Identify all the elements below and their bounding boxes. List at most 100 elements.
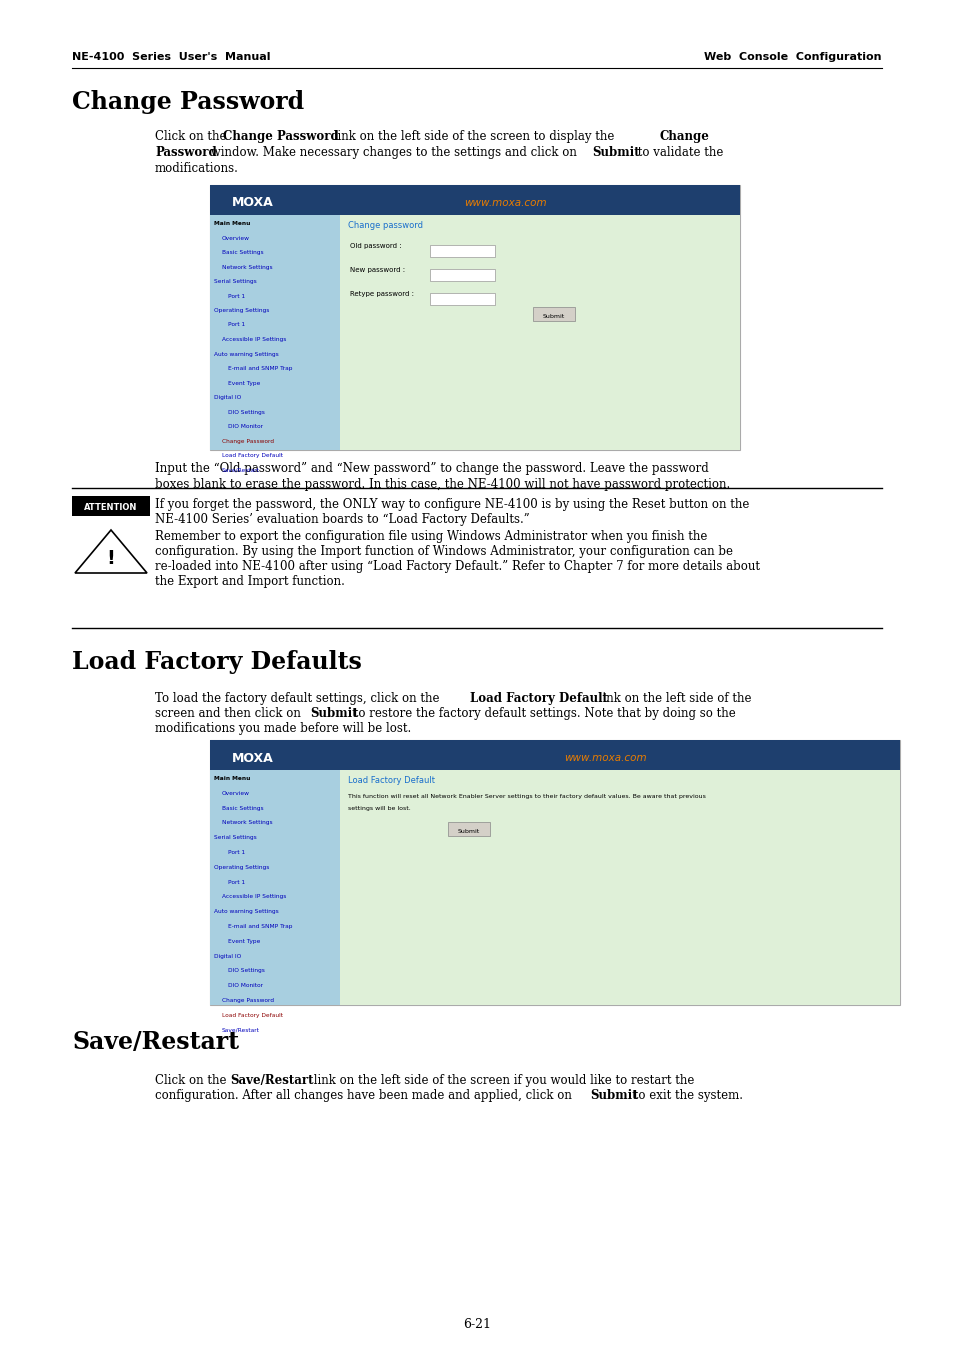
Bar (210, 185, 740, 450)
Bar (339, 770, 899, 1005)
Text: Change password: Change password (348, 222, 422, 230)
Text: re-loaded into NE-4100 after using “Load Factory Default.” Refer to Chapter 7 fo: re-loaded into NE-4100 after using “Load… (154, 561, 760, 573)
Text: NE-4100  Series  User's  Manual: NE-4100 Series User's Manual (71, 51, 271, 62)
Polygon shape (75, 530, 147, 573)
Bar (210, 740, 899, 770)
Text: If you forget the password, the ONLY way to configure NE-4100 is by using the Re: If you forget the password, the ONLY way… (154, 499, 749, 511)
Text: Main Menu: Main Menu (213, 775, 250, 781)
Text: MOXA: MOXA (232, 196, 274, 209)
Text: Submit: Submit (542, 313, 564, 319)
Text: Click on the: Click on the (154, 130, 230, 143)
Text: configuration. By using the Import function of Windows Administrator, your confi: configuration. By using the Import funct… (154, 544, 732, 558)
Bar (210, 770, 339, 1005)
Text: Load Factory Defaults: Load Factory Defaults (71, 650, 361, 674)
Text: E-mail and SNMP Trap: E-mail and SNMP Trap (228, 366, 293, 372)
Text: Change Password: Change Password (223, 130, 338, 143)
Text: Operating Settings: Operating Settings (213, 308, 269, 313)
Text: Load Factory Default: Load Factory Default (222, 1013, 283, 1017)
Text: window. Make necessary changes to the settings and click on: window. Make necessary changes to the se… (207, 146, 580, 159)
Text: Port 1: Port 1 (228, 323, 245, 327)
Text: Password: Password (154, 146, 216, 159)
Text: NE-4100 Series’ evaluation boards to “Load Factory Defaults.”: NE-4100 Series’ evaluation boards to “Lo… (154, 513, 529, 526)
Text: Basic Settings: Basic Settings (222, 250, 263, 255)
Text: ATTENTION: ATTENTION (84, 504, 137, 512)
Bar (430, 245, 495, 257)
Text: Event Type: Event Type (228, 381, 260, 385)
Text: Submit: Submit (310, 707, 357, 720)
Text: Retype password :: Retype password : (350, 290, 414, 297)
Text: Event Type: Event Type (228, 939, 260, 944)
Text: DIO Settings: DIO Settings (228, 409, 265, 415)
Text: E-mail and SNMP Trap: E-mail and SNMP Trap (228, 924, 293, 929)
Text: www.moxa.com: www.moxa.com (463, 199, 546, 208)
Text: Overview: Overview (222, 790, 250, 796)
Text: Save/Restart: Save/Restart (230, 1074, 314, 1088)
Text: link on the left side of the screen if you would like to restart the: link on the left side of the screen if y… (310, 1074, 694, 1088)
Text: 6-21: 6-21 (462, 1319, 491, 1331)
Text: to restore the factory default settings. Note that by doing so the: to restore the factory default settings.… (350, 707, 735, 720)
Text: MOXA: MOXA (232, 751, 274, 765)
Text: the Export and Import function.: the Export and Import function. (154, 576, 345, 588)
Text: Web  Console  Configuration: Web Console Configuration (703, 51, 882, 62)
Text: Change: Change (659, 130, 709, 143)
Bar (339, 215, 740, 450)
Text: Remember to export the configuration file using Windows Administrator when you f: Remember to export the configuration fil… (154, 530, 706, 543)
Bar (430, 269, 495, 281)
Text: Change Password: Change Password (71, 91, 304, 113)
Text: Click on the: Click on the (154, 1074, 230, 1088)
Text: screen and then click on: screen and then click on (154, 707, 304, 720)
Text: Auto warning Settings: Auto warning Settings (213, 351, 278, 357)
Text: Change Password: Change Password (222, 998, 274, 1002)
Text: Accessible IP Settings: Accessible IP Settings (222, 894, 286, 900)
Text: Serial Settings: Serial Settings (213, 280, 256, 284)
Text: Submit: Submit (589, 1089, 637, 1102)
Text: Port 1: Port 1 (228, 850, 245, 855)
Text: Submit: Submit (457, 830, 479, 834)
Bar (210, 215, 339, 450)
Text: DIO Settings: DIO Settings (228, 969, 265, 974)
Text: Save/Restart: Save/Restart (222, 467, 259, 473)
Text: Submit: Submit (592, 146, 639, 159)
Text: Main Menu: Main Menu (213, 222, 250, 226)
Text: to validate the: to validate the (634, 146, 722, 159)
Bar (533, 307, 575, 322)
Text: DIO Monitor: DIO Monitor (228, 424, 263, 430)
Text: settings will be lost.: settings will be lost. (348, 807, 411, 811)
Text: !: ! (107, 549, 115, 567)
Text: This function will reset all Network Enabler Server settings to their factory de: This function will reset all Network Ena… (348, 794, 705, 798)
Text: Load Factory Default: Load Factory Default (348, 775, 435, 785)
Text: Overview: Overview (222, 235, 250, 240)
Text: configuration. After all changes have been made and applied, click on: configuration. After all changes have be… (154, 1089, 575, 1102)
Bar (71, 496, 150, 516)
Text: Basic Settings: Basic Settings (222, 805, 263, 811)
Text: Network Settings: Network Settings (222, 265, 273, 269)
Bar (430, 293, 495, 305)
Text: DIO Monitor: DIO Monitor (228, 984, 263, 988)
Bar (210, 740, 899, 1005)
Text: Accessible IP Settings: Accessible IP Settings (222, 336, 286, 342)
Text: Load Factory Default: Load Factory Default (470, 692, 607, 705)
Text: modifications you made before will be lost.: modifications you made before will be lo… (154, 721, 411, 735)
Text: boxes blank to erase the password. In this case, the NE-4100 will not have passw: boxes blank to erase the password. In th… (154, 478, 729, 490)
Text: Serial Settings: Serial Settings (213, 835, 256, 840)
Text: Save/Restart: Save/Restart (71, 1029, 239, 1054)
Text: Auto warning Settings: Auto warning Settings (213, 909, 278, 915)
Text: Old password :: Old password : (350, 243, 401, 249)
Text: to exit the system.: to exit the system. (629, 1089, 742, 1102)
Text: Port 1: Port 1 (228, 293, 245, 299)
Text: modifications.: modifications. (154, 162, 238, 176)
Text: Operating Settings: Operating Settings (213, 865, 269, 870)
Text: To load the factory default settings, click on the: To load the factory default settings, cl… (154, 692, 443, 705)
Text: www.moxa.com: www.moxa.com (563, 753, 645, 763)
Text: Input the “Old password” and “New password” to change the password. Leave the pa: Input the “Old password” and “New passwo… (154, 462, 708, 476)
Text: Change Password: Change Password (222, 439, 274, 443)
Text: Network Settings: Network Settings (222, 820, 273, 825)
Bar (210, 185, 740, 215)
Text: New password :: New password : (350, 267, 405, 273)
Text: Port 1: Port 1 (228, 880, 245, 885)
Bar (448, 821, 490, 836)
Text: Save/Restart: Save/Restart (222, 1028, 259, 1032)
Text: link on the left side of the: link on the left side of the (595, 692, 751, 705)
Text: Digital IO: Digital IO (213, 394, 241, 400)
Text: link on the left side of the screen to display the: link on the left side of the screen to d… (330, 130, 618, 143)
